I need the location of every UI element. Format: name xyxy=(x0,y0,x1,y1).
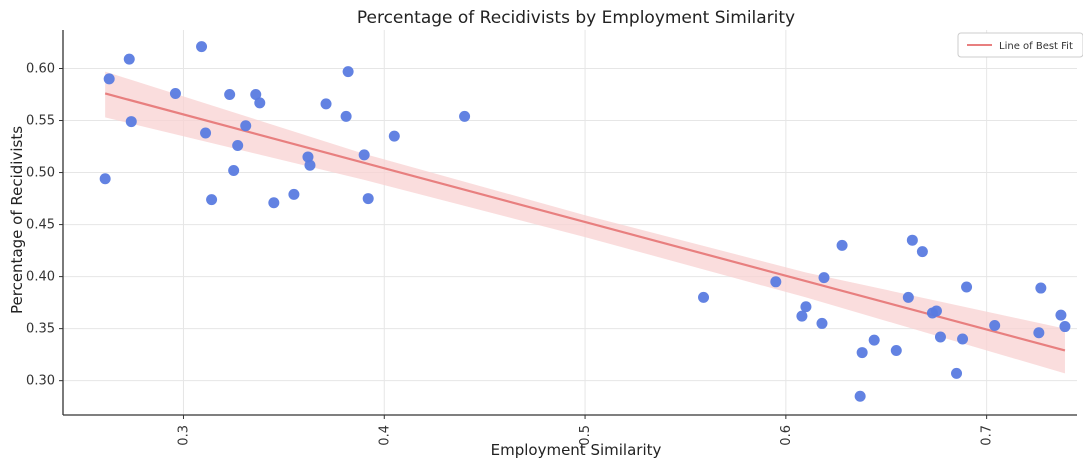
y-tick-label: 0.35 xyxy=(26,322,55,337)
x-tick-label: 0.6 xyxy=(779,425,794,446)
data-point xyxy=(902,291,914,303)
data-point xyxy=(800,301,812,313)
y-tick-label: 0.40 xyxy=(26,270,55,285)
data-point xyxy=(99,173,111,185)
fit-line-layer xyxy=(104,92,1066,352)
data-point xyxy=(1059,321,1071,333)
axes xyxy=(62,30,1077,416)
data-point xyxy=(123,53,135,65)
y-tick-label: 0.45 xyxy=(26,218,55,233)
data-point xyxy=(930,305,942,317)
data-point xyxy=(254,97,266,109)
data-point xyxy=(342,66,354,78)
data-point xyxy=(796,310,808,322)
data-point xyxy=(868,334,880,346)
data-point xyxy=(103,73,115,85)
best-fit-line xyxy=(104,92,1066,352)
data-point xyxy=(288,188,300,200)
chart-title: Percentage of Recidivists by Employment … xyxy=(357,8,795,28)
data-point xyxy=(1033,327,1045,339)
data-point xyxy=(125,116,137,128)
data-point xyxy=(916,246,928,258)
data-point xyxy=(200,127,212,139)
data-point xyxy=(340,110,352,122)
data-point xyxy=(304,159,316,171)
data-point xyxy=(698,291,710,303)
data-point xyxy=(388,130,400,142)
data-point xyxy=(302,151,314,163)
data-point xyxy=(816,317,828,329)
data-point xyxy=(228,164,240,176)
data-point xyxy=(224,89,236,101)
tick-labels: 0.3 0.4 0.5 0.6 0.7 0.30 0.35 0.40 0.45 0.50 0.55 0… xyxy=(26,62,995,446)
data-point xyxy=(957,333,969,345)
data-point xyxy=(232,140,244,151)
data-point xyxy=(169,87,181,99)
data-point xyxy=(1035,282,1047,294)
data-point xyxy=(362,193,374,205)
y-axis-label: Percentage of Recidivists xyxy=(8,126,26,314)
data-point xyxy=(268,197,280,209)
data-point xyxy=(934,331,946,343)
y-tick-label: 0.30 xyxy=(26,374,55,389)
data-point xyxy=(890,344,902,356)
data-point xyxy=(818,272,830,284)
data-point xyxy=(320,98,332,110)
data-point xyxy=(206,194,218,206)
y-tick-label: 0.60 xyxy=(26,62,55,77)
data-point xyxy=(989,320,1001,332)
y-tick-label: 0.55 xyxy=(26,114,55,129)
x-tick-label: 0.3 xyxy=(176,425,191,446)
x-axis-label: Employment Similarity xyxy=(491,441,662,459)
data-point xyxy=(770,276,782,288)
data-point xyxy=(1055,309,1067,321)
data-point xyxy=(358,149,370,161)
data-point xyxy=(951,367,963,379)
data-point xyxy=(250,89,262,101)
data-point xyxy=(240,120,252,132)
x-tick-label: 0.4 xyxy=(377,425,392,446)
legend-box xyxy=(957,32,1083,58)
data-point xyxy=(854,390,866,402)
data-point xyxy=(459,110,471,122)
data-point xyxy=(836,239,848,251)
data-point xyxy=(961,281,973,293)
legend: Line of Best Fit xyxy=(957,32,1083,58)
y-tick-label: 0.50 xyxy=(26,166,55,181)
data-point xyxy=(196,41,208,53)
x-tick-label: 0.7 xyxy=(980,425,995,446)
data-point xyxy=(856,347,868,359)
data-point xyxy=(906,234,918,246)
legend-label: Line of Best Fit xyxy=(999,41,1073,52)
x-tick-label: 0.5 xyxy=(578,425,593,446)
data-points xyxy=(99,41,1071,402)
